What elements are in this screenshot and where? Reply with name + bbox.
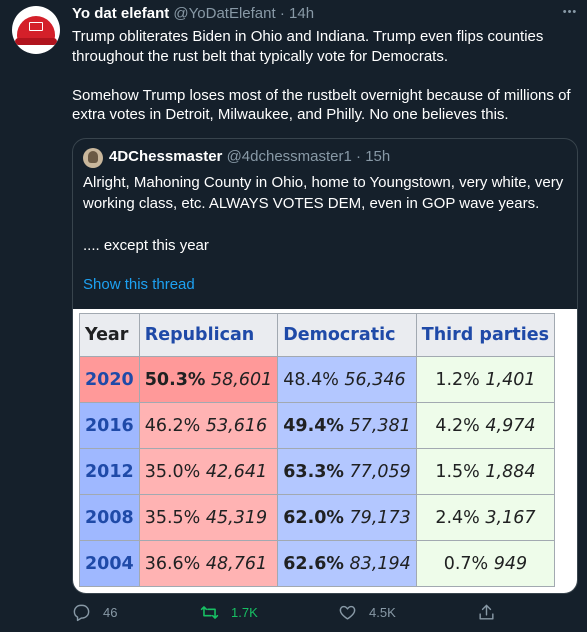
democratic-cell: 62.0% 79,173 [277, 494, 417, 541]
separator-dot: · [279, 5, 285, 22]
show-thread-link[interactable]: Show this thread [83, 276, 195, 293]
tweet-actions: 46 1.7K 4.5K [72, 600, 502, 624]
separator-dot: · [356, 148, 362, 165]
tweet-timestamp[interactable]: 14h [289, 5, 315, 22]
flag-icon [29, 22, 43, 31]
quoted-paragraph-2: .... except this year [83, 237, 209, 254]
author-name[interactable]: Yo dat elefant [72, 5, 170, 22]
third-party-cell: 4.2% 4,974 [415, 402, 556, 449]
table-row: 2008 35.5% 45,319 62.0% 79,173 2.4% 3,16… [79, 494, 556, 541]
tweet-paragraph-2: Somehow Trump loses most of the rustbelt… [72, 86, 571, 124]
quoted-avatar [83, 148, 103, 168]
quoted-text: Alright, Mahoning County in Ohio, home t… [83, 172, 573, 256]
table-row: 2004 36.6% 48,761 62.6% 83,194 0.7% 949 [79, 540, 556, 587]
quoted-author-name: 4DChessmaster [109, 148, 223, 165]
democratic-cell: 48.4% 56,346 [277, 356, 417, 403]
table-header-row: Year Republican Democratic Third parties [79, 313, 556, 357]
table-row: 2020 50.3% 58,601 48.4% 56,346 1.2% 1,40… [79, 356, 556, 403]
hat-brim [15, 38, 57, 45]
table-row: 2016 46.2% 53,616 49.4% 57,381 4.2% 4,97… [79, 402, 556, 449]
retweet-count: 1.7K [231, 604, 258, 620]
like-button[interactable]: 4.5K [338, 600, 396, 624]
third-party-cell: 0.7% 949 [415, 540, 556, 587]
author-handle[interactable]: @YoDatElefant [173, 5, 276, 22]
header-republican: Republican [138, 313, 279, 357]
election-table-image: Year Republican Democratic Third parties… [73, 309, 577, 593]
quoted-paragraph-1: Alright, Mahoning County in Ohio, home t… [83, 174, 564, 212]
quoted-header: 4DChessmaster @4dchessmaster1 · 15h [109, 147, 390, 167]
year-cell: 2004 [79, 540, 140, 587]
quoted-author-handle: @4dchessmaster1 [226, 148, 352, 165]
third-party-cell: 2.4% 3,167 [415, 494, 556, 541]
republican-cell: 35.5% 45,319 [138, 494, 279, 541]
retweet-icon [200, 605, 219, 619]
democratic-cell: 62.6% 83,194 [277, 540, 417, 587]
header-year: Year [79, 313, 140, 357]
retweet-button[interactable]: 1.7K [200, 600, 258, 624]
year-cell: 2020 [79, 356, 140, 403]
quoted-timestamp: 15h [365, 148, 391, 165]
quoted-tweet[interactable]: 4DChessmaster @4dchessmaster1 · 15h Alri… [72, 138, 578, 594]
tweet-text: Trump obliterates Biden in Ohio and Indi… [72, 27, 577, 125]
year-cell: 2016 [79, 402, 140, 449]
header-third-parties: Third parties [415, 313, 556, 357]
republican-cell: 46.2% 53,616 [138, 402, 279, 449]
republican-cell: 50.3% 58,601 [138, 356, 279, 403]
reply-count: 46 [103, 604, 118, 620]
maga-hat-icon [17, 16, 55, 42]
democratic-cell: 49.4% 57,381 [277, 402, 417, 449]
reply-icon [73, 604, 90, 621]
tweet-header: Yo dat elefant @YoDatElefant · 14h [72, 4, 552, 24]
heart-icon [339, 605, 356, 620]
third-party-cell: 1.5% 1,884 [415, 448, 556, 495]
year-cell: 2012 [79, 448, 140, 495]
reply-button[interactable]: 46 [72, 600, 117, 624]
election-results-table: Year Republican Democratic Third parties… [79, 313, 556, 587]
year-cell: 2008 [79, 494, 140, 541]
republican-cell: 36.6% 48,761 [138, 540, 279, 587]
third-party-cell: 1.2% 1,401 [415, 356, 556, 403]
like-count: 4.5K [369, 604, 396, 620]
share-icon [479, 604, 494, 620]
header-democratic: Democratic [277, 313, 417, 357]
more-options-icon[interactable]: ••• [562, 6, 578, 18]
republican-cell: 35.0% 42,641 [138, 448, 279, 495]
democratic-cell: 63.3% 77,059 [277, 448, 417, 495]
tweet-paragraph-1: Trump obliterates Biden in Ohio and Indi… [72, 28, 544, 65]
table-row: 2012 35.0% 42,641 63.3% 77,059 1.5% 1,88… [79, 448, 556, 495]
avatar[interactable] [12, 6, 60, 54]
share-button[interactable] [477, 600, 508, 624]
